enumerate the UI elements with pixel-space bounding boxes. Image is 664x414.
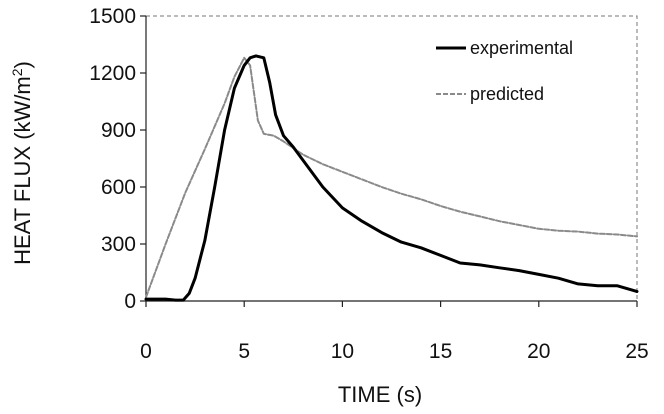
y-axis-title: HEAT FLUX (kW/m2) [9,61,35,265]
tick-labels: 0 300 600 900 1200 1500 0 5 10 15 20 25 [89,5,648,363]
y-axis-title-superscript: 2 [9,68,25,76]
x-tick-label: 10 [331,340,354,363]
y-tick-label: 900 [101,119,136,142]
x-tick-label: 25 [625,340,648,363]
y-tick-label: 1200 [89,62,136,85]
x-tick-label: 0 [140,340,152,363]
x-tick-label: 15 [429,340,452,363]
legend: experimental predicted [436,38,573,104]
y-axis-title-main: HEAT FLUX (kW/m [10,76,35,265]
plot-frame [146,15,638,301]
x-tick-label: 20 [527,340,550,363]
series-line-predicted [145,56,638,299]
legend-label-experimental: experimental [470,38,573,58]
plot-area [144,15,639,302]
x-axis-title: TIME (s) [338,382,422,407]
y-tick-label: 600 [101,176,136,199]
y-tick-label: 0 [124,290,136,313]
y-tick-label: 300 [101,233,136,256]
x-tick-label: 5 [238,340,250,363]
y-axis-title-close: ) [10,61,35,68]
series-line-experimental [144,54,639,302]
y-tick-label: 1500 [89,5,136,28]
legend-label-predicted: predicted [470,84,544,104]
